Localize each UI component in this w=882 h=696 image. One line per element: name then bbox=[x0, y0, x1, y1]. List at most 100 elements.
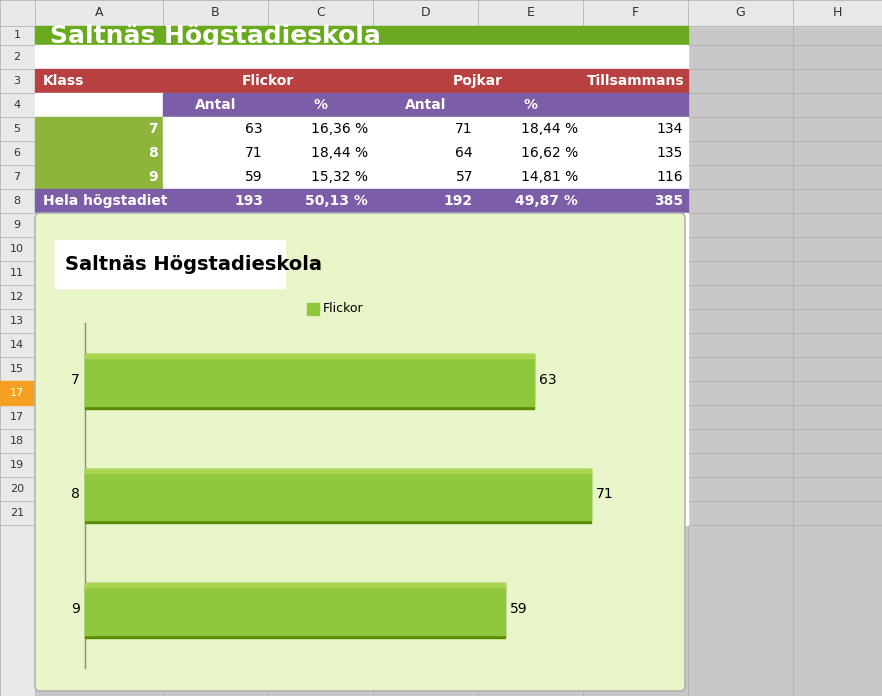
FancyBboxPatch shape bbox=[35, 213, 685, 691]
Bar bbox=[35, 93, 163, 117]
Bar bbox=[0, 0, 35, 696]
Bar bbox=[85, 583, 505, 638]
Bar bbox=[35, 213, 688, 237]
Text: Pojkar: Pojkar bbox=[453, 74, 503, 88]
Bar bbox=[163, 165, 688, 189]
Text: 6: 6 bbox=[13, 148, 20, 158]
Text: 12: 12 bbox=[10, 292, 24, 302]
Text: D: D bbox=[421, 6, 430, 19]
Bar bbox=[35, 405, 688, 429]
Text: Antal: Antal bbox=[195, 98, 236, 112]
Text: Saltnäs Högstadieskola: Saltnäs Högstadieskola bbox=[50, 24, 381, 47]
Text: 59: 59 bbox=[511, 602, 528, 616]
Text: 135: 135 bbox=[656, 146, 683, 160]
Text: E: E bbox=[527, 6, 534, 19]
Text: Antal: Antal bbox=[405, 98, 446, 112]
Bar bbox=[35, 477, 688, 501]
Bar bbox=[85, 583, 505, 635]
Bar bbox=[163, 93, 688, 117]
Text: 3: 3 bbox=[13, 76, 20, 86]
Text: 50,13 %: 50,13 % bbox=[305, 194, 368, 208]
Bar bbox=[163, 141, 688, 165]
Bar bbox=[85, 468, 591, 521]
Text: H: H bbox=[833, 6, 842, 19]
Text: 2: 2 bbox=[13, 52, 20, 62]
Bar bbox=[35, 69, 688, 93]
Text: 18,44 %: 18,44 % bbox=[310, 146, 368, 160]
Bar bbox=[35, 381, 688, 405]
Text: %: % bbox=[313, 98, 327, 112]
Text: %: % bbox=[524, 98, 537, 112]
Bar bbox=[85, 354, 534, 406]
Text: 57: 57 bbox=[455, 170, 473, 184]
Text: 9: 9 bbox=[71, 602, 80, 616]
Text: 49,87 %: 49,87 % bbox=[515, 194, 578, 208]
Text: 17: 17 bbox=[10, 412, 24, 422]
Bar bbox=[35, 261, 688, 285]
Bar bbox=[0, 0, 882, 26]
Text: 13: 13 bbox=[10, 316, 24, 326]
Bar bbox=[35, 501, 688, 525]
Text: Saltnäs Högstadieskola: Saltnäs Högstadieskola bbox=[65, 255, 322, 274]
Text: 1: 1 bbox=[13, 31, 20, 40]
Bar bbox=[35, 429, 688, 453]
Bar bbox=[35, 309, 688, 333]
Text: 63: 63 bbox=[539, 373, 557, 387]
Text: 18,44 %: 18,44 % bbox=[521, 122, 578, 136]
Text: 385: 385 bbox=[654, 194, 683, 208]
Text: 9: 9 bbox=[13, 220, 20, 230]
Text: 116: 116 bbox=[656, 170, 683, 184]
Bar bbox=[85, 354, 534, 358]
Text: 63: 63 bbox=[245, 122, 263, 136]
Text: 10: 10 bbox=[10, 244, 24, 254]
Text: 20: 20 bbox=[10, 484, 24, 494]
Text: 71: 71 bbox=[245, 146, 263, 160]
Text: 71: 71 bbox=[455, 122, 473, 136]
Text: G: G bbox=[736, 6, 745, 19]
Text: 15,32 %: 15,32 % bbox=[311, 170, 368, 184]
Bar bbox=[35, 237, 688, 261]
Text: 7: 7 bbox=[71, 373, 80, 387]
Text: 14: 14 bbox=[10, 340, 24, 350]
Bar bbox=[35, 453, 688, 477]
Text: 193: 193 bbox=[234, 194, 263, 208]
Bar bbox=[55, 240, 285, 288]
Bar bbox=[85, 468, 591, 473]
Text: B: B bbox=[211, 6, 220, 19]
Text: Tillsammans: Tillsammans bbox=[587, 74, 684, 88]
Text: 19: 19 bbox=[10, 460, 24, 470]
Text: Klass: Klass bbox=[43, 74, 85, 88]
Text: 21: 21 bbox=[10, 508, 24, 518]
Text: A: A bbox=[94, 6, 103, 19]
Text: 9: 9 bbox=[148, 170, 158, 184]
Bar bbox=[35, 117, 163, 141]
Text: 8: 8 bbox=[13, 196, 20, 206]
Bar bbox=[35, 357, 688, 381]
Bar bbox=[85, 354, 534, 409]
Bar bbox=[35, 45, 688, 69]
Text: C: C bbox=[316, 6, 325, 19]
Text: 5: 5 bbox=[13, 124, 20, 134]
Text: 71: 71 bbox=[596, 487, 614, 502]
Text: 7: 7 bbox=[148, 122, 158, 136]
Text: 16,62 %: 16,62 % bbox=[520, 146, 578, 160]
Text: F: F bbox=[632, 6, 639, 19]
Bar bbox=[307, 303, 318, 315]
Bar bbox=[85, 468, 591, 523]
Bar bbox=[163, 117, 688, 141]
Text: 64: 64 bbox=[455, 146, 473, 160]
Text: 8: 8 bbox=[148, 146, 158, 160]
Text: 59: 59 bbox=[245, 170, 263, 184]
Text: 14,81 %: 14,81 % bbox=[520, 170, 578, 184]
Bar bbox=[35, 285, 688, 309]
Text: 7: 7 bbox=[13, 172, 20, 182]
Bar bbox=[85, 583, 505, 587]
Text: 4: 4 bbox=[13, 100, 20, 110]
Bar bbox=[35, 333, 688, 357]
Text: Flickor: Flickor bbox=[323, 301, 363, 315]
Text: 18: 18 bbox=[10, 436, 24, 446]
Bar bbox=[35, 189, 688, 213]
Text: Flickor: Flickor bbox=[242, 74, 294, 88]
Text: 192: 192 bbox=[444, 194, 473, 208]
Text: 16: 16 bbox=[10, 388, 24, 398]
